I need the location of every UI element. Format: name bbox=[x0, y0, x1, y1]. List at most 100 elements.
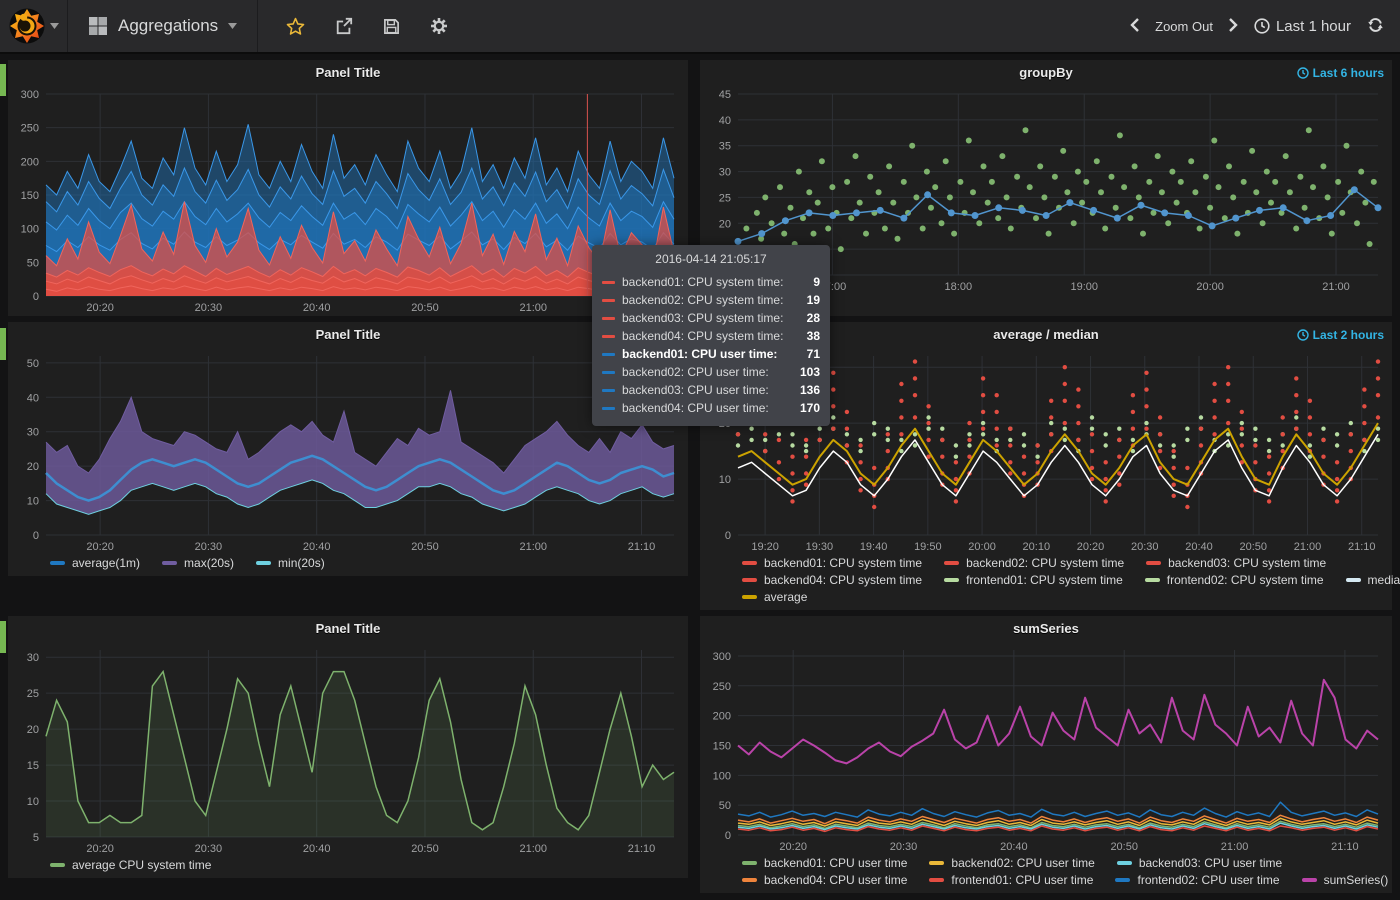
legend-item[interactable]: frontend01: CPU system time bbox=[944, 573, 1123, 587]
legend-label: backend03: CPU user time bbox=[1138, 856, 1283, 870]
plot-area: 0 10 20 30 40 50 20:20 20:30 20:40 20:50 21:00 21:1… bbox=[8, 348, 688, 555]
legend-item[interactable]: backend04: CPU system time bbox=[742, 573, 922, 587]
legend-row: backend04: CPU system time frontend01: CP… bbox=[742, 573, 1400, 587]
legend-item[interactable]: average CPU system time bbox=[50, 858, 211, 872]
tooltip-row: backend04: CPU system time: 38 bbox=[602, 327, 820, 345]
svg-text:21:10: 21:10 bbox=[1331, 841, 1359, 853]
legend-item[interactable]: backend01: CPU user time bbox=[742, 856, 907, 870]
svg-text:0: 0 bbox=[725, 830, 731, 842]
legend-item[interactable]: average(1m) bbox=[50, 556, 140, 570]
panel-cpu-areas: Panel Title 0 50 100 150 200 250 300 20:20 20:30 2… bbox=[8, 60, 688, 316]
legend-label: backend04: CPU system time bbox=[764, 573, 923, 587]
chart[interactable]: 101520253035404517:0018:0019:0020:0021:0… bbox=[700, 86, 1392, 295]
legend-item[interactable]: sumSeries() bbox=[1301, 873, 1388, 887]
legend-item[interactable]: backend02: CPU system time bbox=[944, 556, 1124, 570]
chart[interactable]: 0 50 100 150 200 250 300 20:20 20:30 20:40 20:50 21… bbox=[700, 642, 1392, 855]
panel-header: sumSeries bbox=[700, 616, 1392, 642]
panel-title[interactable]: Panel Title bbox=[315, 621, 381, 636]
legend-item[interactable]: min(20s) bbox=[256, 556, 325, 570]
legend-item[interactable]: frontend02: CPU user time bbox=[1115, 873, 1280, 887]
navbar: Aggregations bbox=[0, 0, 1400, 54]
svg-text:20:40: 20:40 bbox=[303, 302, 331, 314]
settings-button[interactable] bbox=[430, 17, 448, 35]
svg-text:18:00: 18:00 bbox=[945, 281, 973, 293]
time-range-button[interactable]: Last 1 hour bbox=[1254, 18, 1351, 35]
svg-text:0: 0 bbox=[725, 530, 731, 542]
tooltip-series-label: backend04: CPU system time: bbox=[622, 329, 784, 343]
panel-time-badge[interactable]: Last 2 hours bbox=[1296, 328, 1384, 342]
plot-area: 0 50 100 150 200 250 300 20:20 20:30 20:40 20:50 21… bbox=[700, 642, 1392, 855]
legend: backend01: CPU system time backend02: CPU… bbox=[700, 555, 1400, 610]
row-toggle-handle[interactable] bbox=[0, 64, 6, 96]
chart[interactable]: 0 50 100 150 200 250 300 20:20 20:30 20:40 20:50 21… bbox=[8, 86, 688, 316]
legend-marker bbox=[1146, 561, 1162, 565]
plot-area: 0 50 100 150 200 250 300 20:20 20:30 20:40 20:50 21… bbox=[8, 86, 688, 316]
panel-title[interactable]: groupBy bbox=[1019, 65, 1073, 80]
row-toggle-handle[interactable] bbox=[0, 328, 6, 360]
time-range-label: Last 1 hour bbox=[1275, 17, 1351, 35]
legend-marker bbox=[162, 561, 178, 565]
chevron-right-icon bbox=[1229, 17, 1238, 32]
tooltip-series-value: 136 bbox=[799, 383, 820, 397]
legend-marker bbox=[50, 863, 65, 867]
legend-item[interactable]: backend03: CPU system time bbox=[1146, 556, 1326, 570]
svg-text:19:30: 19:30 bbox=[806, 541, 834, 553]
legend-item[interactable]: backend01: CPU system time bbox=[742, 556, 922, 570]
time-forward-button[interactable] bbox=[1229, 17, 1238, 35]
refresh-button[interactable] bbox=[1367, 17, 1384, 36]
tooltip-row: backend03: CPU user time: 136 bbox=[602, 381, 820, 399]
svg-text:21:10: 21:10 bbox=[1348, 541, 1376, 553]
panel-title[interactable]: sumSeries bbox=[1013, 621, 1079, 636]
legend-item[interactable]: frontend02: CPU system time bbox=[1144, 573, 1324, 587]
tooltip-series-label: backend03: CPU system time: bbox=[622, 311, 784, 325]
svg-text:20: 20 bbox=[27, 724, 39, 736]
time-back-button[interactable] bbox=[1130, 17, 1139, 35]
svg-text:20:20: 20:20 bbox=[779, 841, 807, 853]
panel-header: Panel Title bbox=[8, 616, 688, 642]
tooltip-series-value: 71 bbox=[806, 347, 820, 361]
tooltip-row: backend02: CPU user time: 103 bbox=[602, 363, 820, 381]
panel-title[interactable]: Panel Title bbox=[315, 65, 381, 80]
tooltip-series-value: 103 bbox=[799, 365, 820, 379]
legend-item[interactable]: median bbox=[1345, 573, 1400, 587]
legend-label: average bbox=[764, 590, 808, 604]
legend-label: backend02: CPU user time bbox=[951, 856, 1095, 870]
row-toggle-handle[interactable] bbox=[0, 621, 6, 653]
svg-text:20:30: 20:30 bbox=[890, 841, 918, 853]
chart[interactable]: 0 10 20 30 40 50 20:20 20:30 20:40 20:50 21:00 21:1… bbox=[8, 348, 688, 555]
svg-text:20:40: 20:40 bbox=[1185, 541, 1213, 553]
chart[interactable]: 010203019:2019:3019:4019:5020:0020:1020:… bbox=[700, 348, 1392, 555]
dashboard-picker-button[interactable]: Aggregations bbox=[68, 0, 259, 52]
legend-label: backend03: CPU system time bbox=[1168, 556, 1327, 570]
tooltip-series-value: 19 bbox=[806, 293, 820, 307]
legend-item[interactable]: backend02: CPU user time bbox=[929, 856, 1095, 870]
legend-item[interactable]: frontend01: CPU user time bbox=[929, 873, 1093, 887]
legend-row: backend04: CPU user time frontend01: CPU … bbox=[742, 873, 1388, 887]
zoom-out-button[interactable]: Zoom Out bbox=[1155, 18, 1213, 34]
share-button[interactable] bbox=[335, 17, 353, 35]
save-button[interactable] bbox=[383, 18, 400, 35]
gear-icon bbox=[431, 18, 448, 34]
svg-text:19:50: 19:50 bbox=[914, 541, 942, 553]
legend-item[interactable]: backend04: CPU user time bbox=[742, 873, 907, 887]
chart[interactable]: 5 10 15 20 25 30 20:20 20:30 20:40 20:50 21:00 21:1… bbox=[8, 642, 688, 857]
panel-title[interactable]: Panel Title bbox=[315, 327, 381, 342]
svg-text:21:00: 21:00 bbox=[519, 541, 547, 553]
legend-item[interactable]: max(20s) bbox=[162, 556, 234, 570]
legend-label: average(1m) bbox=[72, 556, 141, 570]
panel-time-badge[interactable]: Last 6 hours bbox=[1296, 66, 1384, 80]
star-button[interactable] bbox=[286, 17, 305, 36]
legend-row: backend01: CPU system time backend02: CPU… bbox=[742, 556, 1382, 570]
svg-text:15: 15 bbox=[27, 760, 39, 772]
clock-icon bbox=[1254, 18, 1270, 34]
svg-text:20:40: 20:40 bbox=[1000, 841, 1028, 853]
legend-item[interactable]: backend03: CPU user time bbox=[1116, 856, 1283, 870]
legend-item[interactable]: average bbox=[742, 590, 807, 604]
svg-text:20:20: 20:20 bbox=[86, 541, 114, 553]
grafana-logo-button[interactable] bbox=[0, 0, 68, 52]
plot-area: 010203019:2019:3019:4019:5020:0020:1020:… bbox=[700, 348, 1392, 555]
legend-marker bbox=[256, 561, 272, 565]
tooltip-series-label: backend02: CPU system time: bbox=[622, 293, 784, 307]
panel-title[interactable]: average / median bbox=[993, 327, 1099, 342]
series-color-marker bbox=[602, 280, 615, 284]
